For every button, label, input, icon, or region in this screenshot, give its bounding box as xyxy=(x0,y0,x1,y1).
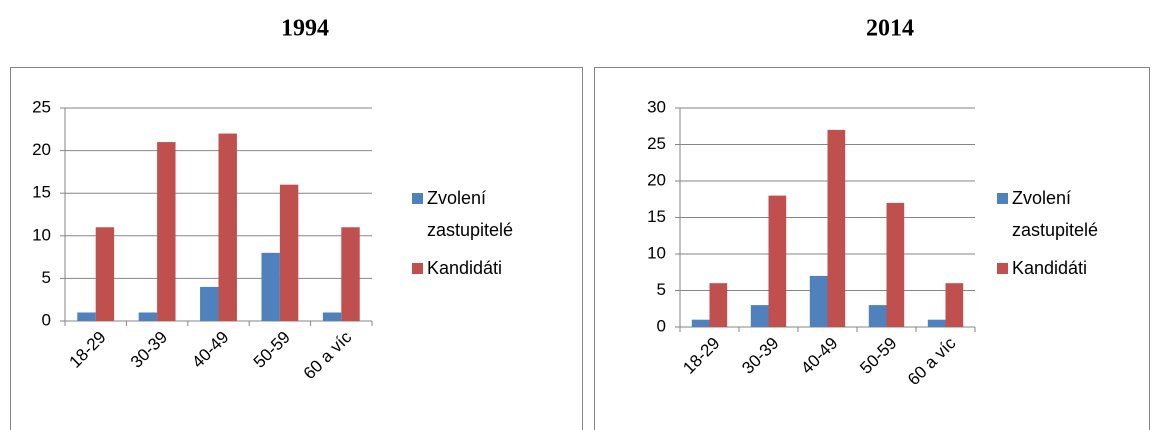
bar xyxy=(77,312,96,321)
legend-item: Zvolení zastupitelé xyxy=(412,182,562,246)
x-tick-label: 18-29 xyxy=(66,328,110,372)
x-tick-label: 18-29 xyxy=(679,334,723,378)
bar xyxy=(218,133,237,321)
bar xyxy=(261,252,280,321)
legend: Zvolení zastupitelé Kandidáti xyxy=(412,182,562,284)
legend: Zvolení zastupitelé Kandidáti xyxy=(997,182,1147,284)
bar xyxy=(709,283,728,327)
bar xyxy=(945,283,964,327)
bar xyxy=(279,184,299,321)
legend-item: Kandidáti xyxy=(997,252,1147,284)
y-tick-label: 25 xyxy=(32,97,51,116)
legend-item: Zvolení zastupitelé xyxy=(997,182,1147,246)
bar xyxy=(95,227,115,321)
y-tick-label: 20 xyxy=(32,140,51,159)
x-tick-label: 40-49 xyxy=(797,334,841,378)
bar xyxy=(341,227,360,321)
legend-label: Kandidáti xyxy=(1012,258,1088,278)
bar xyxy=(927,319,946,327)
x-tick-label: 60 a víc xyxy=(300,327,356,383)
chart-title: 1994 xyxy=(281,16,329,42)
legend-box: Zvolení zastupitelé Kandidáti xyxy=(997,182,1147,284)
bar xyxy=(750,305,769,327)
bar xyxy=(157,142,176,321)
y-tick-label: 10 xyxy=(32,225,51,244)
legend-label: Kandidáti xyxy=(427,258,503,278)
y-tick-label: 0 xyxy=(42,310,51,329)
y-tick-label: 0 xyxy=(657,316,666,335)
chart-title: 2014 xyxy=(866,16,914,42)
legend-label: Zvolení zastupitelé xyxy=(427,188,514,240)
legend-swatch xyxy=(997,263,1008,274)
legend-swatch xyxy=(997,193,1008,204)
x-tick-label: 50-59 xyxy=(250,328,294,372)
y-tick-label: 25 xyxy=(647,134,666,153)
y-tick-label: 5 xyxy=(42,268,51,287)
legend-box: Zvolení zastupitelé Kandidáti xyxy=(412,182,562,284)
bar xyxy=(827,129,846,327)
y-tick-label: 5 xyxy=(657,280,666,299)
bar xyxy=(868,305,887,327)
x-tick-label: 60 a víc xyxy=(904,333,960,389)
bar xyxy=(322,312,342,321)
y-tick-label: 20 xyxy=(647,170,666,189)
y-tick-label: 15 xyxy=(32,183,51,202)
bar xyxy=(768,195,787,327)
x-tick-label: 30-39 xyxy=(738,334,782,378)
chart-frame xyxy=(10,67,583,430)
chart-frame xyxy=(594,67,1150,430)
bar xyxy=(886,202,905,327)
bar xyxy=(691,319,710,327)
legend-item: Kandidáti xyxy=(412,252,562,284)
x-tick-label: 50-59 xyxy=(856,334,900,378)
bar xyxy=(809,275,828,327)
x-tick-label: 30-39 xyxy=(127,328,171,372)
legend-label: Zvolení zastupitelé xyxy=(1012,188,1099,240)
legend-swatch xyxy=(412,193,423,204)
y-tick-label: 10 xyxy=(647,243,666,262)
y-tick-label: 15 xyxy=(647,207,666,226)
bar xyxy=(200,286,219,321)
bar xyxy=(138,312,158,321)
x-tick-label: 40-49 xyxy=(188,328,232,372)
y-tick-label: 30 xyxy=(647,97,666,116)
legend-swatch xyxy=(412,263,423,274)
